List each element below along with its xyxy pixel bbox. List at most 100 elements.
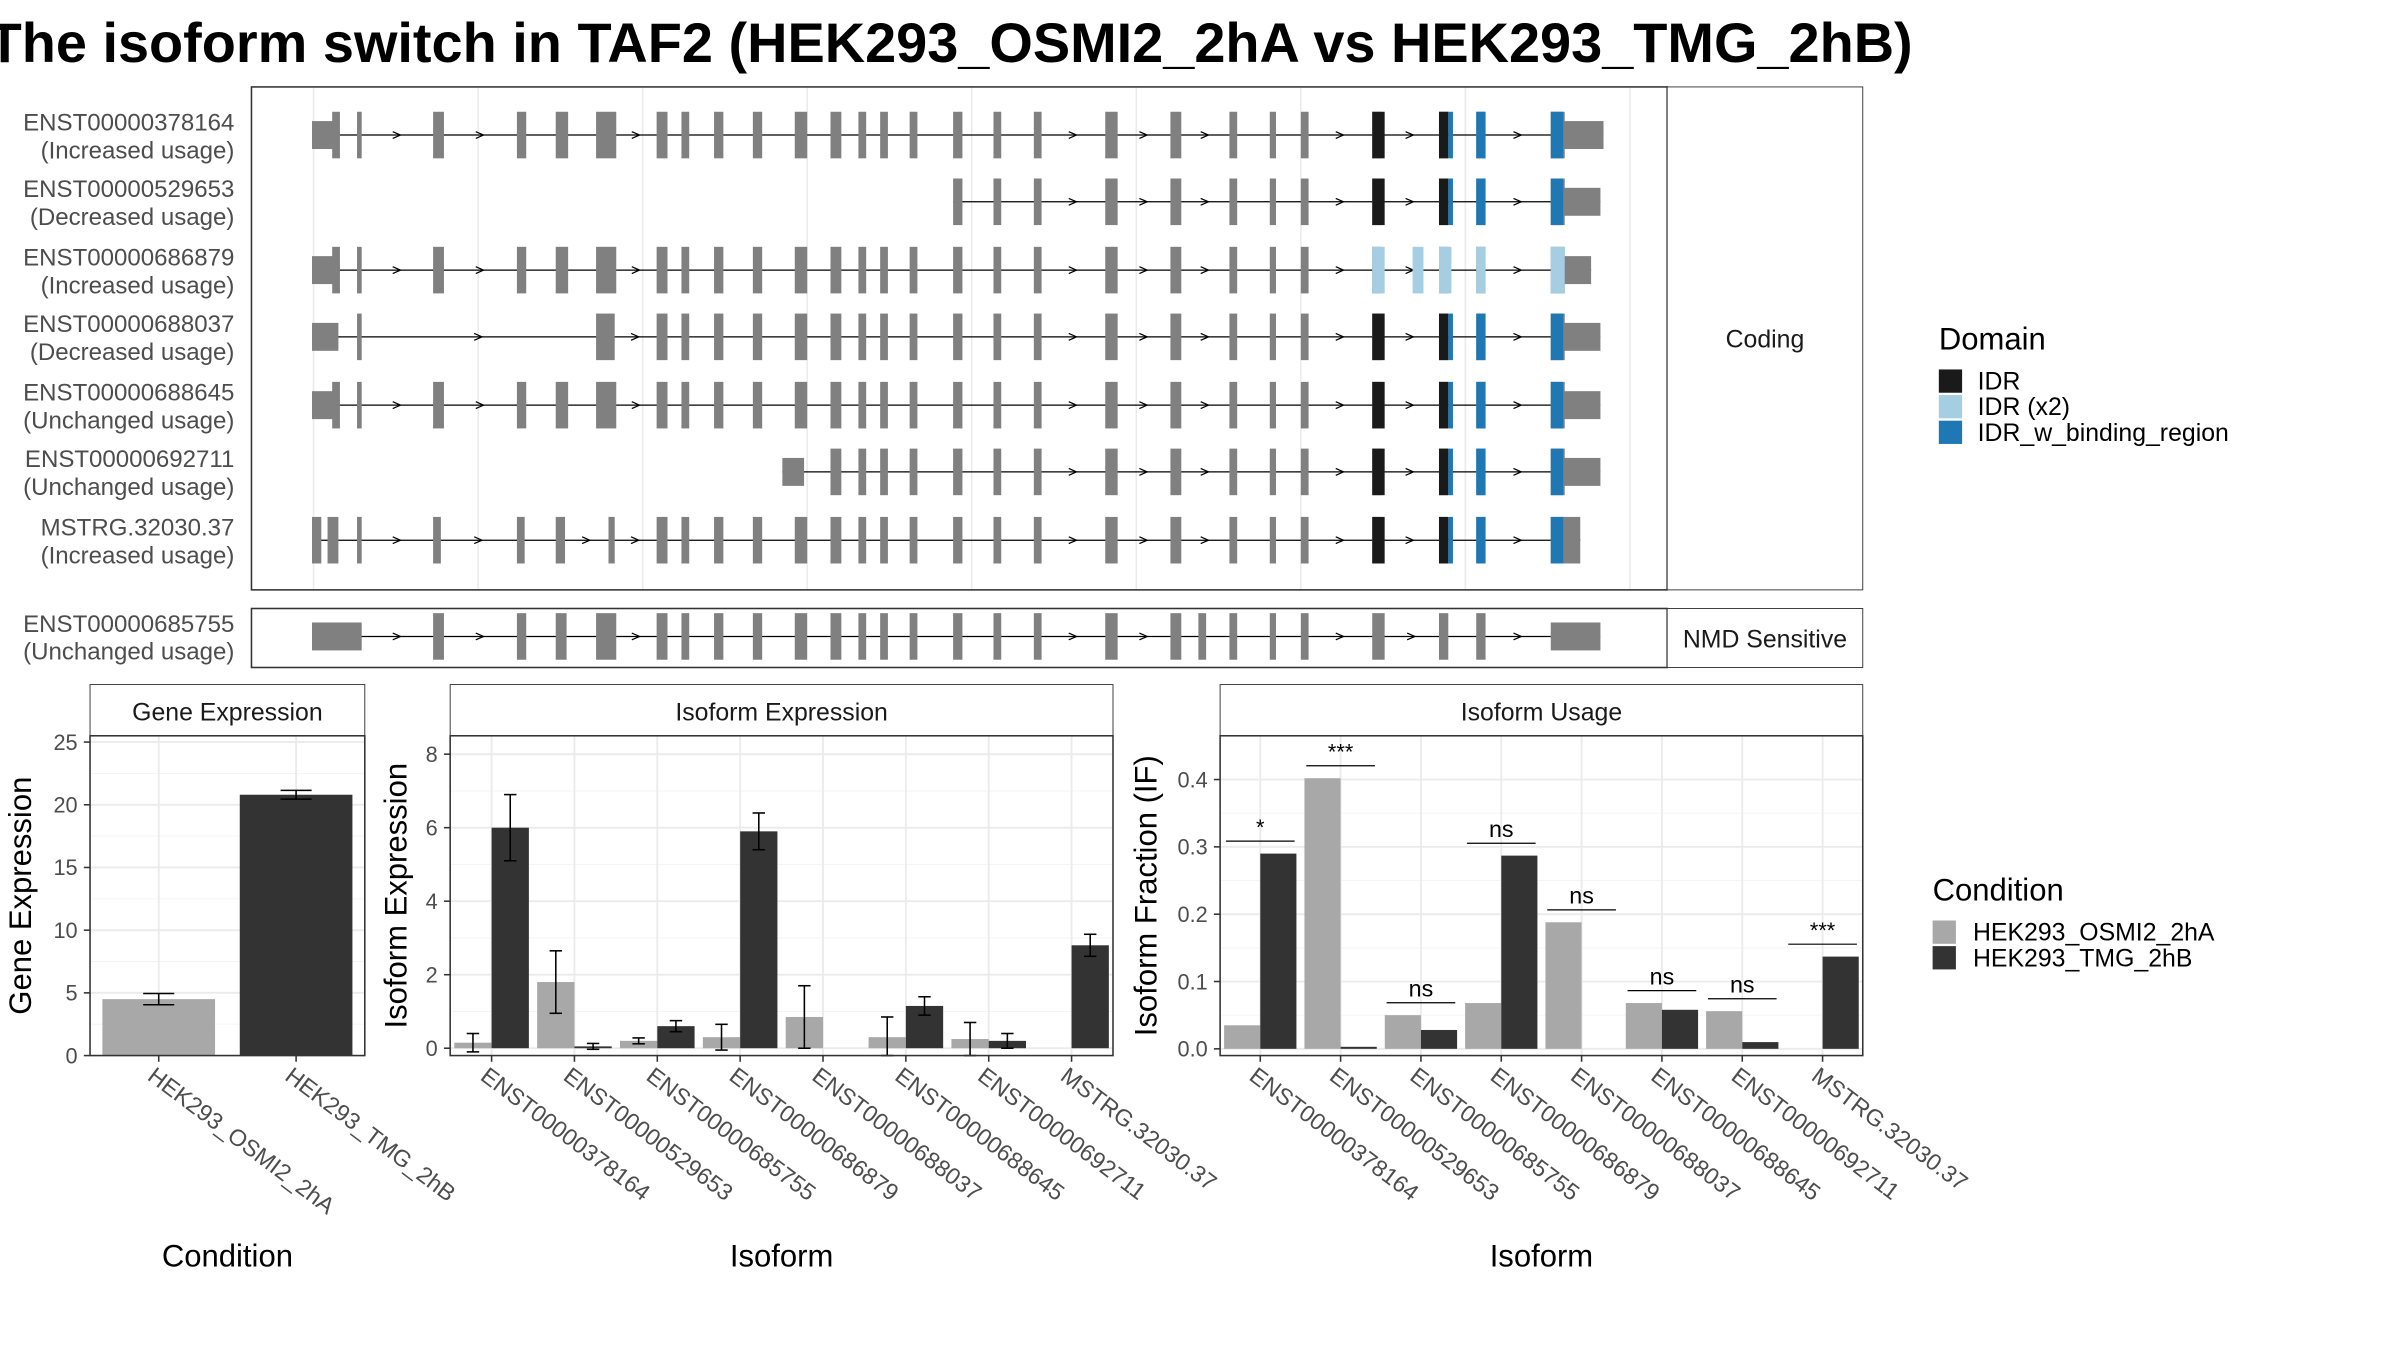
exon <box>1170 313 1182 361</box>
exon <box>1170 613 1182 660</box>
strand-arrow <box>392 266 403 275</box>
exon <box>1269 613 1276 660</box>
strand-arrow <box>475 131 486 140</box>
strand-arrow <box>1139 332 1149 341</box>
exon <box>752 381 763 429</box>
exon <box>357 111 362 159</box>
significance-label: ns <box>1489 816 1514 842</box>
exon <box>516 381 527 429</box>
exon <box>1105 313 1118 361</box>
panel-border <box>89 735 366 1057</box>
strand-arrow <box>475 266 486 275</box>
bar <box>740 831 778 1049</box>
exon <box>516 516 525 564</box>
domain-idr-binding <box>1476 516 1486 564</box>
strand-arrow <box>1335 197 1346 206</box>
strand-arrow <box>1068 332 1079 341</box>
exon <box>1170 246 1182 294</box>
exon <box>1229 313 1238 361</box>
exon <box>880 111 888 159</box>
exon <box>656 516 668 564</box>
x-axis-title: Condition <box>162 1239 293 1274</box>
exon <box>858 246 867 294</box>
bar <box>1706 1011 1743 1049</box>
exon <box>953 178 963 226</box>
exon <box>993 381 1002 429</box>
panel-strip-label: Isoform Expression <box>675 699 887 726</box>
domain-idr-binding <box>1550 381 1564 429</box>
exon <box>1105 246 1118 294</box>
exon <box>596 111 617 159</box>
domain-legend-label: IDR <box>1978 369 2021 396</box>
strand-arrow <box>1139 536 1149 545</box>
strand-arrow <box>392 632 403 641</box>
panel-border <box>449 735 1114 1057</box>
domain-idr-x2 <box>1550 246 1565 294</box>
bar <box>1661 1009 1699 1049</box>
condition-legend-title: Condition <box>1933 872 2064 907</box>
exon <box>993 111 1002 159</box>
significance-label: *** <box>1328 740 1354 765</box>
exon <box>681 613 690 660</box>
exon <box>830 381 842 429</box>
exon <box>1229 613 1238 660</box>
exon <box>1563 256 1592 285</box>
y-tick-label: 0.0 <box>1177 1037 1207 1062</box>
exon <box>1269 111 1276 159</box>
strand-arrow <box>475 401 486 410</box>
panel-strip <box>89 684 366 737</box>
exon <box>909 246 918 294</box>
exon <box>909 613 918 660</box>
exon <box>830 111 842 159</box>
strand-arrow <box>1335 632 1346 641</box>
exon <box>858 381 867 429</box>
exon <box>953 516 963 564</box>
exon <box>1300 246 1309 294</box>
exon <box>1105 516 1118 564</box>
strand-arrow <box>473 332 484 341</box>
domain-legend-swatch <box>1938 420 1963 444</box>
strand-arrow <box>1068 401 1079 410</box>
exon <box>794 613 808 660</box>
exon <box>1170 381 1182 429</box>
y-tick-label: 25 <box>53 730 77 755</box>
exon <box>555 381 569 429</box>
exon <box>1033 246 1042 294</box>
strand-arrow <box>1405 536 1415 545</box>
exon <box>332 381 340 429</box>
y-tick-label: 0 <box>66 1043 78 1068</box>
exon <box>681 516 690 564</box>
bar <box>1340 1046 1377 1049</box>
exon <box>312 322 339 351</box>
y-axis-title: Gene Expression <box>3 777 38 1015</box>
exon <box>880 613 888 660</box>
bar <box>1742 1042 1779 1049</box>
strand-arrow <box>630 536 641 545</box>
condition-legend-label: HEK293_OSMI2_2hA <box>1973 920 2215 947</box>
exon <box>953 111 963 159</box>
exon <box>1300 448 1309 496</box>
exon <box>993 313 1002 361</box>
strand-arrow <box>1068 131 1079 140</box>
strand-arrow <box>1335 467 1346 476</box>
strand-arrow <box>1406 632 1417 641</box>
exon <box>858 111 867 159</box>
domain-legend-label: IDR_w_binding_region <box>1978 420 2229 447</box>
exon <box>752 516 763 564</box>
exon <box>357 246 362 294</box>
exon <box>433 613 444 660</box>
strand-arrow <box>1513 632 1523 641</box>
strand-arrow <box>1068 536 1079 545</box>
exon <box>1105 178 1118 226</box>
exon <box>794 111 808 159</box>
exon <box>752 313 763 361</box>
bar <box>1384 1015 1421 1049</box>
transcript-id-label: ENST00000685755 <box>23 611 234 638</box>
strand-arrow <box>1335 401 1346 410</box>
strand-arrow <box>1139 632 1149 641</box>
exon <box>909 448 918 496</box>
domain-idr-binding <box>1448 381 1453 429</box>
domain-idr-binding <box>1448 313 1453 361</box>
significance-label: ns <box>1409 976 1434 1002</box>
